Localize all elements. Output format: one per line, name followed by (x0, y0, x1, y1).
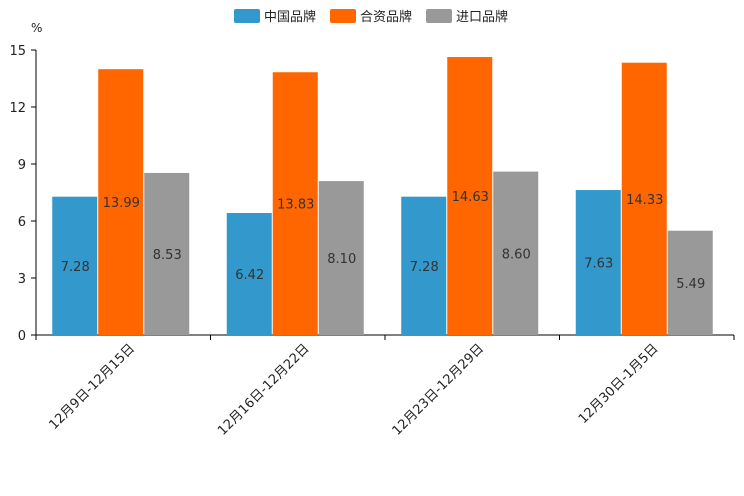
x-category-label: 12月23日-12月29日 (390, 341, 487, 438)
legend-swatch-china (234, 8, 260, 23)
bar-value-label: 5.49 (676, 277, 705, 292)
bar-value-label: 14.33 (626, 193, 663, 208)
bar (272, 72, 318, 335)
bar (493, 171, 539, 335)
y-tick-label: 9 (18, 158, 26, 173)
bar-value-label: 8.10 (327, 252, 356, 267)
legend-label-joint: 合资品牌 (360, 10, 413, 25)
bar-value-label: 13.99 (103, 196, 140, 211)
bar (52, 196, 98, 335)
bar-value-label: 8.60 (502, 247, 531, 262)
bar (98, 69, 144, 335)
y-tick-label: 6 (18, 215, 26, 230)
legend-item-import[interactable]: 进口品牌 (426, 6, 508, 25)
bar (144, 172, 190, 335)
x-category-label: 12月16日-12月22日 (215, 341, 312, 438)
legend-label-china: 中国品牌 (264, 10, 317, 25)
bar (401, 196, 447, 335)
y-tick-label: 12 (9, 101, 26, 116)
y-tick-label: 0 (18, 329, 26, 344)
bar-value-label: 7.63 (584, 257, 613, 272)
legend-swatch-import (426, 8, 453, 23)
y-tick-label: 3 (18, 272, 26, 287)
bar (667, 230, 713, 335)
bar-value-label: 6.42 (235, 268, 264, 283)
y-axis-unit: % (31, 21, 43, 35)
bar-value-label: 8.53 (153, 248, 182, 263)
y-tick-label: 15 (9, 44, 26, 59)
legend: 中国品牌 合资品牌 进口品牌 (234, 6, 508, 25)
bar-value-label: 7.28 (410, 260, 439, 275)
legend-label-import: 进口品牌 (456, 10, 509, 25)
bar (226, 213, 272, 335)
bar (575, 190, 621, 335)
bar-value-label: 7.28 (61, 260, 90, 275)
legend-item-china[interactable]: 中国品牌 (234, 6, 316, 25)
x-category-label: 12月30日-1月5日 (576, 341, 662, 427)
legend-item-joint[interactable]: 合资品牌 (330, 6, 412, 25)
legend-swatch-joint (330, 8, 357, 23)
bar-value-label: 13.83 (277, 198, 314, 213)
bar (621, 62, 667, 335)
bar-value-label: 14.63 (452, 190, 489, 205)
bar (447, 57, 493, 335)
bar (318, 181, 364, 335)
x-category-label: 12月9日-12月15日 (46, 341, 138, 433)
